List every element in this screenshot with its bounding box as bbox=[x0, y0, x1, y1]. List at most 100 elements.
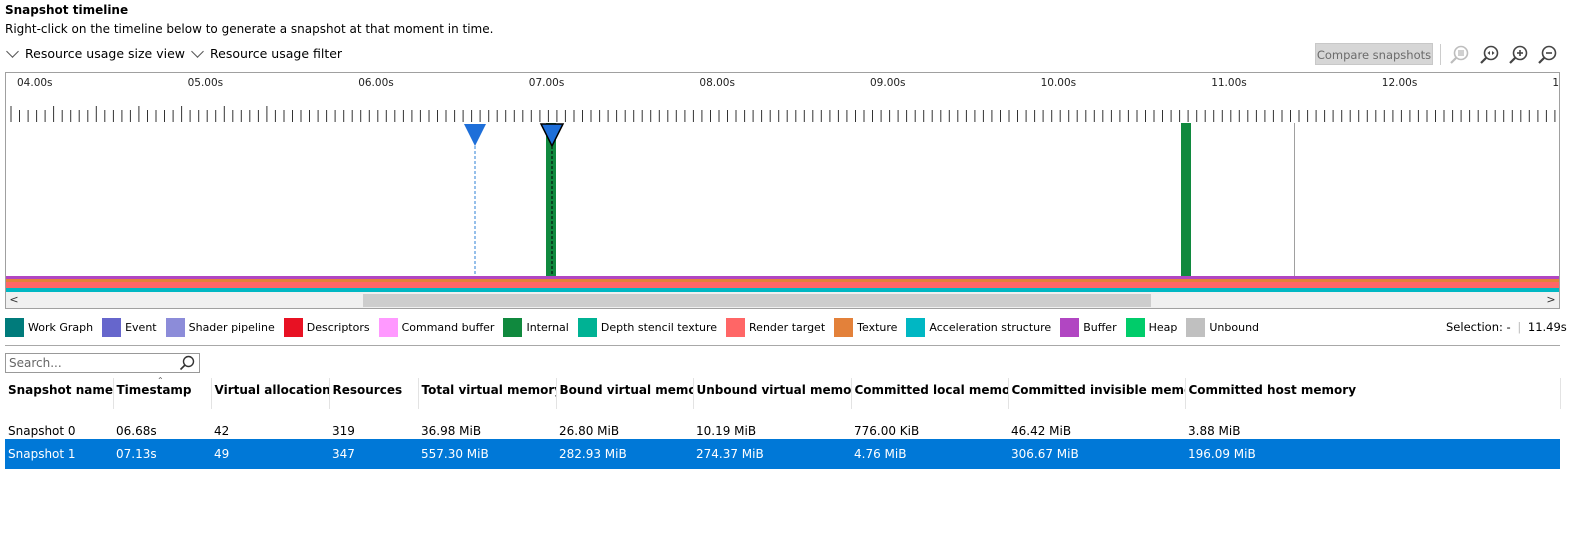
snapshot-timeline[interactable]: 04.00s 05.00s 06.00s 07.00s 08.00s 09.00s 10.0… bbox=[5, 72, 1560, 309]
table-row[interactable]: Snapshot 1 07.13s 49 347 557.30 MiB 282.93 Mi… bbox=[5, 439, 1560, 469]
tick-marks bbox=[10, 106, 1556, 122]
resource-usage-size-view-dropdown[interactable]: Resource usage size view bbox=[6, 44, 185, 61]
scroll-thumb[interactable] bbox=[363, 294, 1151, 307]
resource-usage-filter-dropdown[interactable]: Resource usage filter bbox=[191, 44, 343, 61]
column-header[interactable]: Bound virtual memory bbox=[556, 378, 694, 409]
table-cell: 10.19 MiB bbox=[696, 424, 757, 438]
legend-item: Event bbox=[102, 318, 157, 337]
scroll-left-button[interactable]: < bbox=[9, 293, 19, 306]
legend-swatch bbox=[1186, 318, 1206, 337]
zoom-in-icon[interactable] bbox=[1508, 44, 1530, 66]
column-header[interactable]: Snapshot name bbox=[5, 378, 114, 409]
table-cell: 26.80 MiB bbox=[559, 424, 620, 438]
legend-label: Shader pipeline bbox=[188, 321, 275, 334]
search-input[interactable]: Search... bbox=[5, 353, 200, 373]
table-cell: 06.68s bbox=[116, 424, 157, 438]
tick-label: 12.00s bbox=[1381, 77, 1418, 89]
column-header[interactable]: Committed invisible memory bbox=[1008, 378, 1186, 409]
divider bbox=[5, 345, 1560, 346]
tick-label: 1 bbox=[1552, 77, 1560, 89]
memory-event-bar bbox=[546, 123, 556, 277]
table-cell: 07.13s bbox=[113, 439, 211, 469]
legend-swatch bbox=[165, 318, 185, 337]
legend-swatch bbox=[283, 318, 303, 337]
zoom-reset-icon[interactable] bbox=[1479, 44, 1501, 66]
column-header[interactable]: Virtual allocations bbox=[211, 378, 330, 409]
tick-label: 08.00s bbox=[699, 77, 735, 89]
page-subtitle: Right-click on the timeline below to gen… bbox=[5, 22, 494, 36]
legend-item: Acceleration structure bbox=[906, 318, 1051, 337]
table-cell: 3.88 MiB bbox=[1188, 424, 1241, 438]
legend-swatch bbox=[503, 318, 523, 337]
legend-swatch bbox=[834, 318, 854, 337]
selection-label: Selection: bbox=[1446, 320, 1503, 334]
table-cell: Snapshot 0 bbox=[8, 424, 76, 438]
legend-item: Buffer bbox=[1060, 318, 1117, 337]
column-header[interactable]: Committed host memory bbox=[1185, 378, 1561, 409]
scroll-right-button[interactable]: > bbox=[1546, 293, 1556, 306]
legend-label: Internal bbox=[526, 321, 569, 334]
legend-swatch bbox=[102, 318, 122, 337]
legend-item: Work Graph bbox=[5, 318, 93, 337]
selection-readout: Selection: - | 11.49s bbox=[1446, 320, 1567, 334]
column-header[interactable]: Unbound virtual memory bbox=[693, 378, 852, 409]
timeline-canvas[interactable] bbox=[6, 73, 1559, 292]
legend-swatch bbox=[577, 318, 597, 337]
dropdown-label: Resource usage filter bbox=[210, 46, 343, 61]
legend-label: Event bbox=[125, 321, 157, 334]
column-header[interactable]: Total virtual memory bbox=[418, 378, 557, 409]
selection-from: - bbox=[1506, 320, 1511, 334]
legend-item: Unbound bbox=[1186, 318, 1259, 337]
zoom-out-icon[interactable] bbox=[1537, 44, 1559, 66]
search-placeholder: Search... bbox=[9, 356, 62, 370]
legend-item: Render target bbox=[726, 318, 825, 337]
column-header[interactable]: Timestamp bbox=[113, 378, 212, 409]
legend-swatch bbox=[1125, 318, 1145, 337]
legend-item: Heap bbox=[1125, 318, 1177, 337]
table-cell: 319 bbox=[332, 424, 355, 438]
table-cell: 46.42 MiB bbox=[1011, 424, 1072, 438]
table-cell: 49 bbox=[211, 439, 329, 469]
usage-band-render-target bbox=[6, 282, 1559, 288]
table-cell: 36.98 MiB bbox=[421, 424, 482, 438]
table-cell: 196.09 MiB bbox=[1185, 439, 1560, 469]
column-header[interactable]: Resources bbox=[329, 378, 419, 409]
snapshot-0-marker bbox=[464, 124, 486, 146]
table-cell: 4.76 MiB bbox=[851, 439, 1008, 469]
legend-label: Command buffer bbox=[401, 321, 495, 334]
compare-snapshots-button[interactable]: Compare snapshots bbox=[1315, 43, 1433, 65]
selection-to: 11.49s bbox=[1527, 320, 1567, 334]
legend-swatch bbox=[726, 318, 746, 337]
dropdown-label: Resource usage size view bbox=[25, 46, 185, 61]
table-cell: 776.00 KiB bbox=[854, 424, 920, 438]
legend-item: Depth stencil texture bbox=[577, 318, 717, 337]
usage-band-texture bbox=[6, 279, 1559, 282]
search-icon bbox=[179, 355, 195, 371]
legend-item: Texture bbox=[834, 318, 897, 337]
legend-label: Buffer bbox=[1083, 321, 1117, 334]
legend-label: Descriptors bbox=[306, 321, 370, 334]
tick-label: 07.00s bbox=[528, 77, 565, 89]
legend-label: Unbound bbox=[1209, 321, 1260, 334]
tick-label: 11.00s bbox=[1211, 77, 1247, 89]
legend-label: Acceleration structure bbox=[929, 321, 1052, 334]
legend-swatch bbox=[5, 318, 24, 337]
tick-label: 04.00s bbox=[17, 77, 53, 89]
table-cell: 282.93 MiB bbox=[556, 439, 693, 469]
zoom-to-selection-icon[interactable] bbox=[1449, 44, 1471, 66]
legend-item: Command buffer bbox=[378, 318, 495, 337]
table-cell: 42 bbox=[214, 424, 230, 438]
legend-item: Internal bbox=[503, 318, 569, 337]
usage-band-acceleration bbox=[6, 288, 1559, 292]
legend-label: Work Graph bbox=[28, 321, 94, 334]
table-cell: 306.67 MiB bbox=[1008, 439, 1185, 469]
tick-label: 10.00s bbox=[1040, 77, 1077, 89]
table-cell: 557.30 MiB bbox=[418, 439, 556, 469]
table-row[interactable]: Snapshot 0 06.68s 42 319 36.98 MiB 26.80 MiB 1… bbox=[5, 409, 1560, 439]
table-cell: 347 bbox=[329, 439, 418, 469]
column-header[interactable]: Committed local memory bbox=[851, 378, 1009, 409]
legend-swatch bbox=[906, 318, 926, 337]
selection-end-line bbox=[1294, 123, 1295, 291]
timeline-scrollbar[interactable]: < > bbox=[6, 292, 1559, 308]
tick-label: 09.00s bbox=[870, 77, 906, 89]
